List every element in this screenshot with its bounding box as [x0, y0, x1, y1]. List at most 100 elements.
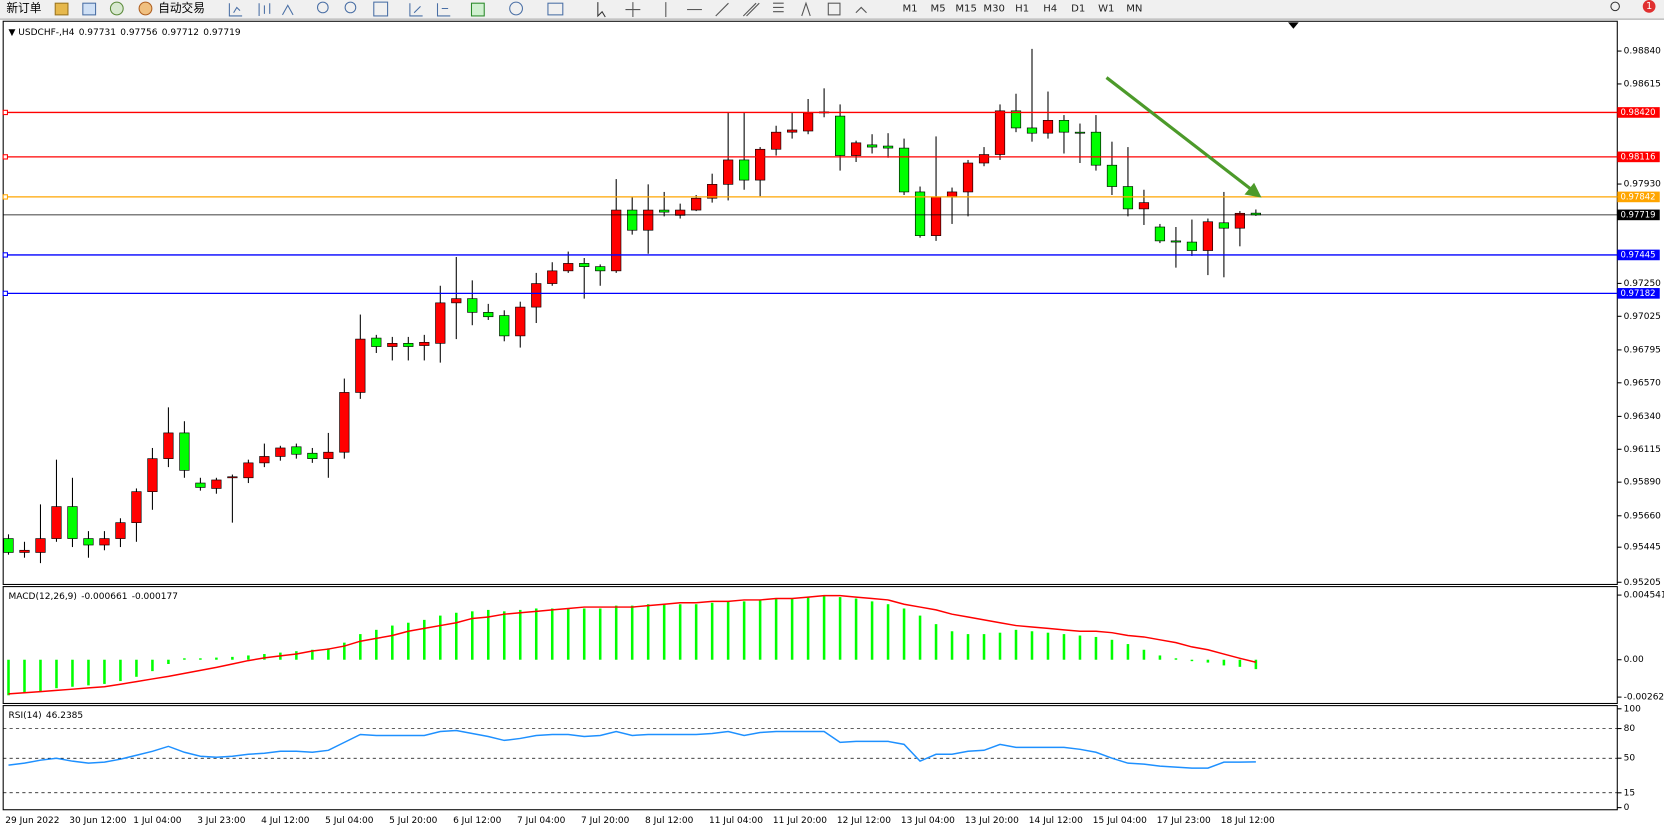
last-close: 0.97719 — [203, 27, 241, 37]
icon[interactable] — [470, 2, 485, 17]
candle-body — [1138, 202, 1150, 210]
icon[interactable] — [855, 6, 867, 14]
icon[interactable] — [282, 4, 294, 16]
timeframe-button[interactable]: W1 — [1098, 3, 1114, 14]
level-marker — [2, 194, 8, 200]
y-tick-label: 0.96340 — [1624, 412, 1662, 422]
macd-bar — [902, 608, 906, 660]
icon[interactable] — [138, 1, 153, 16]
macd-bar — [1078, 635, 1082, 660]
icon[interactable] — [509, 1, 523, 16]
y-tick-label: 0.95445 — [1624, 543, 1661, 553]
candle-body — [35, 538, 46, 553]
macd-bar — [1174, 658, 1178, 660]
icon[interactable] — [344, 1, 357, 14]
icon[interactable] — [597, 2, 606, 18]
x-tick-label: 7 Jul 20:00 — [581, 816, 630, 826]
icon[interactable] — [373, 1, 389, 17]
timeframe-button[interactable]: H1 — [1015, 3, 1029, 14]
candle-body — [1170, 240, 1182, 243]
x-tick-label: 7 Jul 04:00 — [517, 816, 566, 826]
macd-bar — [694, 604, 698, 660]
y-tick-label: 0.98840 — [1624, 47, 1662, 57]
macd-bar — [726, 601, 730, 660]
candle-body — [627, 209, 638, 231]
x-tick-label: 13 Jul 20:00 — [965, 816, 1019, 826]
icon[interactable] — [742, 2, 760, 17]
icon[interactable] — [228, 3, 243, 17]
last-open: 0.97731 — [79, 27, 116, 37]
macd-bar — [151, 659, 154, 672]
icon[interactable] — [109, 1, 124, 16]
icon[interactable] — [316, 1, 329, 14]
auto-trading-button[interactable]: 自动交易 — [158, 1, 205, 15]
y-tick-label: 0.95660 — [1624, 511, 1662, 521]
candle-body — [850, 142, 862, 156]
macd-bar — [998, 632, 1002, 660]
timeframe-button[interactable]: M5 — [931, 3, 946, 14]
macd-bar — [774, 598, 778, 660]
x-tick-label: 6 Jul 12:00 — [453, 816, 502, 826]
candle-body — [675, 209, 686, 216]
macd-bar — [423, 619, 426, 660]
x-tick-label: 12 Jul 12:00 — [837, 816, 891, 826]
candle-body — [691, 197, 702, 211]
notification-badge[interactable] — [1642, 0, 1656, 13]
icon[interactable] — [715, 2, 729, 17]
candle-body — [930, 196, 942, 236]
macd-bar — [966, 634, 970, 660]
rsi-line — [8, 729, 1256, 769]
macd-bar — [1222, 659, 1226, 666]
icon[interactable] — [436, 3, 451, 17]
candle-body — [978, 154, 990, 164]
candle-body — [227, 476, 238, 479]
timeframe-button[interactable]: MN — [1126, 3, 1142, 14]
timeframe-button[interactable]: M15 — [955, 3, 977, 14]
macd-panel — [2, 586, 1618, 705]
macd-bar — [630, 605, 634, 660]
macd-bar — [167, 659, 170, 664]
candle-body — [723, 159, 734, 185]
level-marker — [2, 109, 8, 116]
level-price-label: 0.98420 — [1620, 108, 1655, 118]
search-icon[interactable] — [1610, 1, 1620, 12]
candle-body — [866, 144, 878, 148]
macd-bar — [23, 659, 26, 693]
last-high: 0.97756 — [120, 27, 158, 37]
y-tick-label: 0.004541 — [1624, 591, 1664, 601]
icon[interactable] — [82, 2, 97, 16]
icon[interactable] — [547, 2, 564, 16]
macd-bar — [1158, 655, 1162, 660]
candle-body — [1058, 120, 1070, 133]
icon[interactable] — [773, 2, 784, 13]
candle-body — [771, 131, 782, 150]
new-order-button[interactable]: 新订单 — [6, 1, 41, 15]
icon[interactable] — [54, 2, 69, 16]
x-tick-label: 4 Jul 12:00 — [261, 816, 310, 826]
level-price-box — [1617, 151, 1660, 163]
icon[interactable] — [827, 2, 841, 16]
timeframe-button[interactable]: M30 — [983, 3, 1005, 14]
icon[interactable] — [625, 2, 641, 18]
macd-bar — [135, 659, 138, 677]
trend-arrow — [1105, 76, 1262, 198]
candle-body — [1218, 222, 1230, 229]
macd-bar — [1190, 659, 1194, 662]
macd-bar — [1030, 631, 1034, 660]
candle-body — [115, 522, 126, 539]
candle-body — [515, 306, 526, 337]
icon[interactable] — [409, 3, 423, 17]
macd-bar — [87, 659, 90, 686]
y-tick-label: 50 — [1624, 754, 1636, 764]
timeframe-button[interactable]: D1 — [1071, 3, 1085, 14]
macd-bar — [806, 597, 810, 660]
timeframe-button[interactable]: H4 — [1043, 3, 1057, 14]
macd-bar — [1094, 636, 1098, 660]
candle-body — [1154, 226, 1166, 242]
icon[interactable] — [801, 1, 811, 17]
icon[interactable] — [258, 3, 271, 16]
macd-signal: -0.000177 — [132, 592, 178, 602]
macd-bar — [311, 649, 314, 660]
timeframe-button[interactable]: M1 — [902, 3, 917, 14]
macd-bar — [678, 604, 682, 660]
